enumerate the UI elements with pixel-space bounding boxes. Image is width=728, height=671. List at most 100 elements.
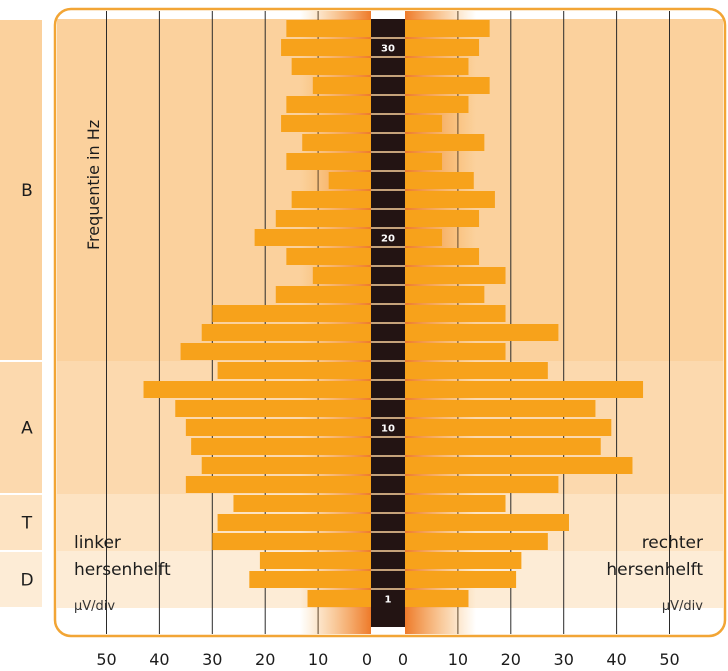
bar-left-21hz: [275, 210, 371, 227]
bar-left-31hz: [286, 20, 371, 37]
frequency-label-10: 10: [381, 424, 395, 435]
band-strips: [0, 20, 42, 607]
x-tick-left-0: 0: [362, 650, 372, 669]
band-strip-b: [0, 20, 42, 360]
bar-right-8hz: [405, 457, 633, 474]
bar-right-24hz: [405, 153, 443, 170]
bar-right-29hz: [405, 58, 469, 75]
bar-left-9hz: [191, 438, 371, 455]
y-axis-title: Frequentie in Hz: [84, 120, 103, 250]
bar-right-6hz: [405, 495, 506, 512]
bar-left-3hz: [259, 552, 371, 569]
band-strip-d: [0, 552, 42, 607]
bar-right-5hz: [405, 514, 569, 531]
bar-left-16hz: [212, 305, 371, 322]
x-tick-left-20: 20: [255, 650, 275, 669]
bar-left-29hz: [291, 58, 371, 75]
bar-right-20hz: [405, 229, 443, 246]
right-hemisphere-bars: [405, 20, 644, 607]
right-hemisphere-label-line2: hersenhelft: [606, 560, 703, 580]
chart-frame: [53, 7, 727, 638]
x-axis-ticks: 50 40 30 20 10 0 0 10 20 30 40 50: [96, 650, 679, 669]
bar-right-2hz: [405, 571, 517, 588]
x-tick-right-40: 40: [606, 650, 626, 669]
bar-right-4hz: [405, 533, 548, 550]
bar-left-15hz: [201, 324, 371, 341]
x-tick-left-30: 30: [202, 650, 222, 669]
bar-right-1hz: [405, 590, 469, 607]
bar-left-19hz: [286, 248, 371, 265]
band-labels: D T A B: [20, 181, 33, 591]
band-label-t: T: [21, 514, 33, 534]
bar-right-23hz: [405, 172, 474, 189]
bar-left-20hz: [254, 229, 371, 246]
bar-right-28hz: [405, 77, 490, 94]
bar-right-12hz: [405, 381, 644, 398]
bar-right-21hz: [405, 210, 480, 227]
frequency-label-30: 30: [381, 44, 395, 55]
left-hemisphere-label-line2: hersenhelft: [74, 560, 171, 580]
bar-left-23hz: [328, 172, 371, 189]
bar-right-13hz: [405, 362, 548, 379]
x-tick-left-40: 40: [149, 650, 169, 669]
bar-left-12hz: [143, 381, 371, 398]
bar-left-13hz: [217, 362, 371, 379]
bar-right-9hz: [405, 438, 601, 455]
bar-right-31hz: [405, 20, 490, 37]
bar-right-15hz: [405, 324, 559, 341]
bar-left-24hz: [286, 153, 371, 170]
band-label-d: D: [20, 571, 33, 591]
bar-right-17hz: [405, 286, 485, 303]
bar-right-7hz: [405, 476, 559, 493]
bar-right-3hz: [405, 552, 522, 569]
bar-right-19hz: [405, 248, 480, 265]
bar-left-28hz: [312, 77, 371, 94]
x-tick-left-10: 10: [308, 650, 328, 669]
band-label-b: B: [21, 181, 33, 201]
bar-right-18hz: [405, 267, 506, 284]
bar-left-2hz: [249, 571, 371, 588]
x-tick-right-20: 20: [501, 650, 521, 669]
frequency-axis-column: 1 10 20 30: [371, 19, 405, 627]
bar-right-16hz: [405, 305, 506, 322]
bar-left-11hz: [175, 400, 371, 417]
frequency-label-20: 20: [381, 234, 395, 245]
bar-right-25hz: [405, 134, 485, 151]
right-unit-label: µV/div: [662, 599, 703, 614]
x-tick-left-50: 50: [96, 650, 116, 669]
bar-left-30hz: [281, 39, 371, 56]
bar-left-7hz: [185, 476, 371, 493]
bar-left-4hz: [212, 533, 371, 550]
band-strip-a: [0, 362, 42, 493]
bar-left-1hz: [307, 590, 371, 607]
frequency-label-1: 1: [385, 595, 392, 606]
bar-left-5hz: [217, 514, 371, 531]
bar-right-30hz: [405, 39, 480, 56]
left-hemisphere-label-line1: linker: [74, 533, 121, 553]
band-label-a: A: [21, 419, 33, 439]
band-strip-t: [0, 495, 42, 550]
bar-left-18hz: [312, 267, 371, 284]
x-tick-right-10: 10: [448, 650, 468, 669]
bar-left-17hz: [275, 286, 371, 303]
left-unit-label: µV/div: [74, 599, 115, 614]
bar-left-14hz: [180, 343, 371, 360]
bar-right-27hz: [405, 96, 469, 113]
right-hemisphere-label-line1: rechter: [642, 533, 703, 553]
x-tick-right-0: 0: [398, 650, 408, 669]
bar-left-22hz: [291, 191, 371, 208]
x-tick-right-50: 50: [659, 650, 679, 669]
left-hemisphere-bars: [143, 20, 371, 607]
bar-left-10hz: [185, 419, 371, 436]
bar-right-22hz: [405, 191, 495, 208]
x-tick-right-30: 30: [554, 650, 574, 669]
bar-right-14hz: [405, 343, 506, 360]
bar-right-10hz: [405, 419, 612, 436]
bar-left-25hz: [302, 134, 371, 151]
bar-left-6hz: [233, 495, 371, 512]
bar-right-11hz: [405, 400, 596, 417]
bar-left-26hz: [281, 115, 371, 132]
bar-right-26hz: [405, 115, 443, 132]
bar-left-8hz: [201, 457, 371, 474]
